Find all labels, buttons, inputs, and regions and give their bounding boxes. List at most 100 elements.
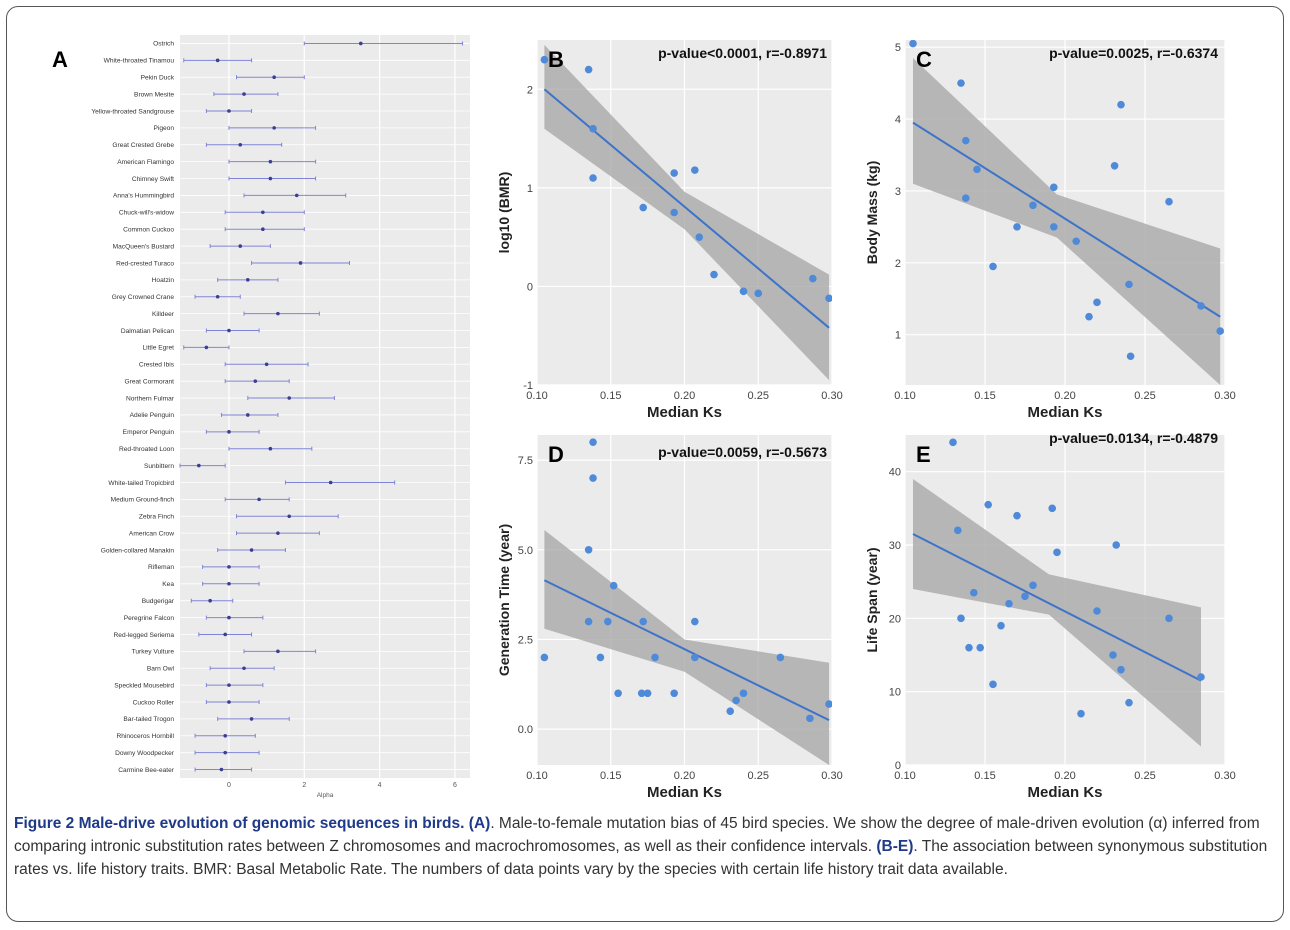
panel-b-bmr-scatter: 0.10 0.15 0.20 0.25 0.30 -1 0 1 2 B p-value<0.0001… bbox=[496, 40, 843, 421]
panel-a-alpha-point bbox=[287, 514, 292, 519]
panel-a-alpha-point bbox=[268, 446, 273, 451]
panel-a-alpha-point bbox=[242, 92, 246, 96]
panel-b-ytick-label: 0 bbox=[527, 281, 533, 293]
panel-a-species-label: Great Cormorant bbox=[125, 378, 175, 385]
panel-d-xtick-label: 0.30 bbox=[821, 770, 842, 782]
panel-a-species-label: Crested Ibis bbox=[139, 362, 175, 369]
panel-a-alpha-point bbox=[276, 531, 280, 535]
panel-b-data-point bbox=[670, 169, 678, 177]
panel-a-alpha-point bbox=[219, 767, 224, 772]
panel-c-data-point bbox=[1197, 302, 1205, 310]
panel-d-data-point bbox=[589, 438, 597, 446]
panel-c-confidence-band bbox=[913, 57, 1221, 385]
panel-e-confidence-band bbox=[913, 479, 1201, 747]
panel-e-ytick-label: 40 bbox=[889, 467, 901, 479]
panel-c-data-point bbox=[1085, 312, 1093, 321]
panel-a-alpha-point bbox=[238, 244, 243, 248]
panel-a-alpha-point bbox=[223, 733, 227, 738]
panel-e-letter: E bbox=[916, 442, 931, 467]
panel-a-alpha-point bbox=[204, 345, 209, 350]
panel-e-data-point bbox=[1093, 607, 1101, 615]
panel-d-data-point bbox=[604, 617, 612, 626]
panel-c-xtick-label: 0.10 bbox=[894, 390, 915, 402]
panel-b-data-point bbox=[825, 294, 832, 303]
panel-e-data-point bbox=[957, 614, 965, 623]
panel-a-species-label: Grey Crowned Crane bbox=[112, 294, 175, 301]
panel-a-alpha-point bbox=[249, 717, 254, 721]
panel-b-data-point bbox=[710, 270, 718, 279]
panel-a-alpha-point bbox=[272, 126, 276, 130]
panel-e-data-point bbox=[970, 588, 978, 597]
panel-c-data-point bbox=[962, 136, 970, 145]
panel-d-data-point bbox=[643, 689, 652, 698]
panel-a-xlabel: Alpha bbox=[317, 792, 334, 799]
panel-e-data-point bbox=[1109, 651, 1117, 659]
panel-a-alpha-point bbox=[272, 75, 276, 80]
panel-d-ytick-label: 7.5 bbox=[518, 455, 533, 467]
panel-b-xtick-label: 0.20 bbox=[674, 390, 695, 402]
panel-d-xtick-label: 0.10 bbox=[526, 770, 547, 782]
panel-c-content bbox=[905, 40, 1225, 385]
panel-b-stat-annotation: p-value<0.0001, r=-0.8971 bbox=[658, 45, 827, 61]
panel-e-xtick-label: 0.15 bbox=[974, 770, 995, 782]
panel-a-species-label: Anna's Hummingbird bbox=[113, 193, 174, 200]
panel-e-life-span-scatter: 0.10 0.15 0.20 0.25 0.30 0 10 20 30 40 Ep-value=0.… bbox=[864, 430, 1236, 801]
panel-d-data-point bbox=[614, 689, 622, 698]
panel-b-letter: B bbox=[548, 47, 564, 72]
panel-b-data-point bbox=[691, 166, 699, 174]
panel-a-species-label: Rhinoceros Hornbill bbox=[116, 733, 174, 740]
panel-c-data-point bbox=[1029, 201, 1037, 210]
panel-a-alpha-point bbox=[328, 480, 333, 485]
panel-c-xtick-label: 0.30 bbox=[1214, 390, 1235, 402]
panel-e-ytick-label: 10 bbox=[889, 687, 901, 699]
panel-e-ylabel: Life Span (year) bbox=[864, 547, 880, 652]
panel-e-xtick-label: 0.20 bbox=[1054, 770, 1075, 782]
panel-a-species-label: Chuck-will's-widow bbox=[119, 210, 174, 217]
panel-a-alpha-point bbox=[253, 379, 258, 383]
panel-a-species-label: Rifleman bbox=[148, 564, 174, 571]
panel-c-ytick-label: 1 bbox=[895, 330, 901, 342]
panel-b-ylabel: log10 (BMR) bbox=[496, 172, 512, 254]
panel-d-data-point bbox=[691, 617, 699, 626]
panel-d-data-point bbox=[584, 617, 593, 626]
panel-a-species-label: Killdeer bbox=[152, 311, 175, 318]
panel-c-xtick-label: 0.15 bbox=[974, 390, 995, 402]
panel-a-species-label: White-throated Tinamou bbox=[104, 58, 175, 65]
panel-c-data-point bbox=[1126, 352, 1135, 361]
panel-a-alpha-point bbox=[227, 328, 231, 333]
panel-b-data-point bbox=[754, 289, 763, 298]
panel-d-data-point bbox=[651, 653, 659, 662]
panel-a-species-label: American Flamingo bbox=[117, 159, 174, 166]
panel-a-species-label: Sunbittern bbox=[144, 463, 174, 470]
panel-c-data-point bbox=[1117, 100, 1125, 109]
panel-d-xtick-label: 0.25 bbox=[748, 770, 769, 782]
panel-c-letter: C bbox=[916, 47, 932, 72]
panel-d-data-point bbox=[806, 714, 814, 723]
panel-e-data-point bbox=[1048, 504, 1056, 513]
panel-a-alpha-point bbox=[238, 142, 243, 147]
panel-c-ytick-label: 3 bbox=[895, 186, 901, 198]
panel-a-species-label: Red-throated Loon bbox=[119, 446, 174, 453]
panel-a-letter: A bbox=[52, 47, 68, 72]
panel-a-alpha-point bbox=[227, 565, 231, 569]
panel-a-species-label: Northern Fulmar bbox=[126, 395, 175, 402]
figure-caption: Figure 2 Male-drive evolution of genomic… bbox=[14, 812, 1274, 881]
panel-a-xtick-label: 6 bbox=[453, 782, 457, 789]
panel-d-data-point bbox=[540, 653, 549, 662]
panel-a-species-label: Pekin Duck bbox=[141, 75, 175, 82]
panel-a-species-label: Bar-tailed Trogon bbox=[123, 716, 174, 723]
panel-e-data-point bbox=[1005, 599, 1013, 608]
panel-d-data-point bbox=[739, 689, 748, 698]
panel-a-species-label: Little Egret bbox=[142, 345, 174, 352]
panel-a-species-label: Peregrine Falcon bbox=[124, 615, 175, 622]
panel-a-alpha-point bbox=[227, 109, 231, 113]
panel-a-species-label: Great Crested Grebe bbox=[112, 142, 174, 149]
panel-d-ytick-label: 5.0 bbox=[518, 545, 533, 557]
panel-a-alpha-point bbox=[197, 463, 201, 468]
panel-a-plot-area bbox=[180, 35, 470, 778]
panel-a-alpha-point bbox=[268, 159, 273, 164]
panel-d-data-point bbox=[732, 696, 740, 705]
panel-c-stat-annotation: p-value=0.0025, r=-0.6374 bbox=[1049, 45, 1218, 61]
panel-a-species-label: Red-crested Turaco bbox=[116, 260, 174, 267]
panel-c-ytick-label: 2 bbox=[895, 258, 901, 270]
